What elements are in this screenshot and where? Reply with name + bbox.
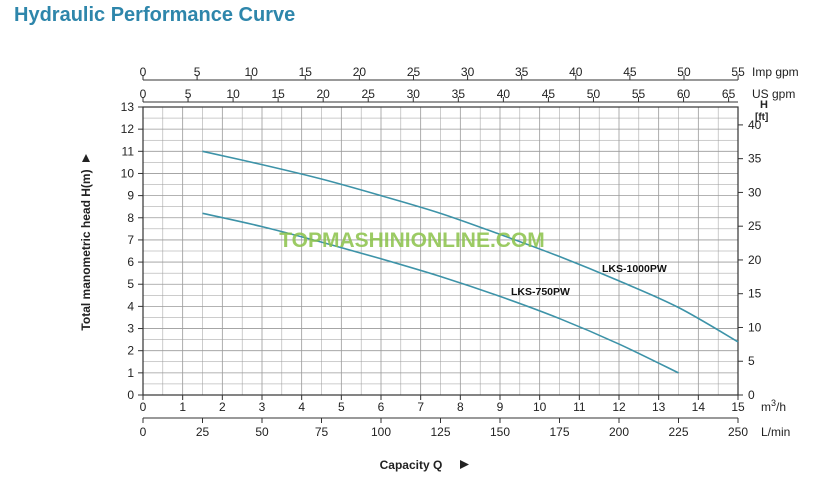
usgpm-tick-label: 45 (542, 87, 556, 101)
impgpm-tick-label: 10 (245, 65, 259, 79)
lmin-tick-label: 100 (371, 425, 391, 439)
lmin-tick-label: 150 (490, 425, 510, 439)
left-tick-label: 5 (127, 277, 134, 291)
impgpm-tick-label: 0 (140, 65, 147, 79)
impgpm-tick-label: 40 (569, 65, 583, 79)
left-tick-label: 12 (121, 122, 135, 136)
bottom-tick-label: 14 (692, 400, 706, 414)
left-tick-label: 8 (127, 211, 134, 225)
bottom-tick-label: 10 (533, 400, 547, 414)
left-tick-label: 10 (121, 166, 135, 180)
usgpm-tick-label: 35 (452, 87, 466, 101)
right-tick-label: 35 (748, 152, 762, 166)
lmin-tick-label: 125 (430, 425, 450, 439)
lmin-tick-label: 200 (609, 425, 629, 439)
usgpm-tick-label: 55 (632, 87, 646, 101)
bottom-tick-label: 8 (457, 400, 464, 414)
left-tick-label: 0 (127, 388, 134, 402)
lmin-tick-label: 50 (255, 425, 269, 439)
left-tick-label: 13 (121, 100, 135, 114)
left-tick-label: 2 (127, 344, 134, 358)
impgpm-tick-label: 55 (731, 65, 745, 79)
left-tick-label: 1 (127, 366, 134, 380)
usgpm-tick-label: 60 (677, 87, 691, 101)
right-tick-label: 0 (748, 388, 755, 402)
right-axis-unit: H (760, 99, 768, 111)
right-axis-unit: [ft] (755, 112, 768, 123)
right-tick-label: 30 (748, 185, 762, 199)
bottom-tick-label: 15 (731, 400, 745, 414)
left-tick-label: 7 (127, 233, 134, 247)
watermark: TOPMASHINIONLINE.COM (279, 229, 545, 252)
left-tick-label: 9 (127, 189, 134, 203)
usgpm-tick-label: 65 (722, 87, 736, 101)
y-axis-arrow-icon (82, 154, 90, 162)
usgpm-tick-label: 25 (362, 87, 376, 101)
impgpm-tick-label: 50 (677, 65, 691, 79)
right-tick-label: 15 (748, 287, 762, 301)
lmin-axis-unit: L/min (761, 425, 790, 439)
bottom-axis-unit: m3/h (761, 398, 786, 414)
y-axis-label: Total manometric head H(m) (79, 169, 93, 330)
impgpm-tick-label: 35 (515, 65, 529, 79)
usgpm-tick-label: 40 (497, 87, 511, 101)
right-tick-label: 40 (748, 118, 762, 132)
bottom-tick-label: 4 (298, 400, 305, 414)
bottom-tick-label: 5 (338, 400, 345, 414)
lmin-tick-label: 250 (728, 425, 748, 439)
usgpm-axis-unit: US gpm (752, 87, 795, 101)
bottom-tick-label: 7 (417, 400, 424, 414)
impgpm-tick-label: 45 (623, 65, 637, 79)
lmin-tick-label: 75 (315, 425, 329, 439)
impgpm-tick-label: 30 (461, 65, 475, 79)
bottom-tick-label: 13 (652, 400, 666, 414)
left-tick-label: 4 (127, 299, 134, 313)
right-tick-label: 25 (748, 219, 762, 233)
usgpm-tick-label: 30 (407, 87, 421, 101)
bottom-tick-label: 11 (573, 400, 586, 414)
usgpm-tick-label: 50 (587, 87, 601, 101)
series-label: LKS-750PW (511, 286, 570, 298)
impgpm-tick-label: 25 (407, 65, 421, 79)
usgpm-tick-label: 0 (140, 87, 147, 101)
left-tick-label: 11 (122, 144, 135, 158)
bottom-tick-label: 1 (179, 400, 186, 414)
lmin-tick-label: 0 (140, 425, 147, 439)
usgpm-tick-label: 15 (271, 87, 285, 101)
curve-lks-1000pw (202, 150, 739, 343)
lmin-tick-label: 175 (549, 425, 569, 439)
usgpm-tick-label: 5 (185, 87, 192, 101)
usgpm-tick-label: 10 (226, 87, 240, 101)
impgpm-axis-unit: Imp gpm (752, 65, 799, 79)
page-title: Hydraulic Performance Curve (14, 4, 296, 26)
x-axis-label: Capacity Q (380, 458, 443, 472)
left-tick-label: 3 (127, 322, 134, 336)
bottom-tick-label: 9 (497, 400, 504, 414)
lmin-tick-label: 225 (668, 425, 688, 439)
series-label: LKS-1000PW (602, 263, 667, 275)
right-tick-label: 20 (748, 253, 762, 267)
impgpm-tick-label: 20 (353, 65, 367, 79)
bottom-tick-label: 6 (378, 400, 385, 414)
bottom-tick-label: 0 (140, 400, 147, 414)
impgpm-tick-label: 15 (299, 65, 313, 79)
bottom-tick-label: 2 (219, 400, 226, 414)
lmin-tick-label: 25 (196, 425, 210, 439)
usgpm-tick-label: 20 (317, 87, 331, 101)
bottom-tick-label: 12 (612, 400, 626, 414)
bottom-tick-label: 3 (259, 400, 266, 414)
right-tick-label: 10 (748, 320, 762, 334)
curve-lks-750pw (202, 212, 679, 374)
impgpm-tick-label: 5 (194, 65, 201, 79)
right-tick-label: 5 (748, 354, 755, 368)
x-axis-arrow-icon (460, 460, 469, 469)
left-tick-label: 6 (127, 255, 134, 269)
plot-frame (142, 106, 739, 396)
